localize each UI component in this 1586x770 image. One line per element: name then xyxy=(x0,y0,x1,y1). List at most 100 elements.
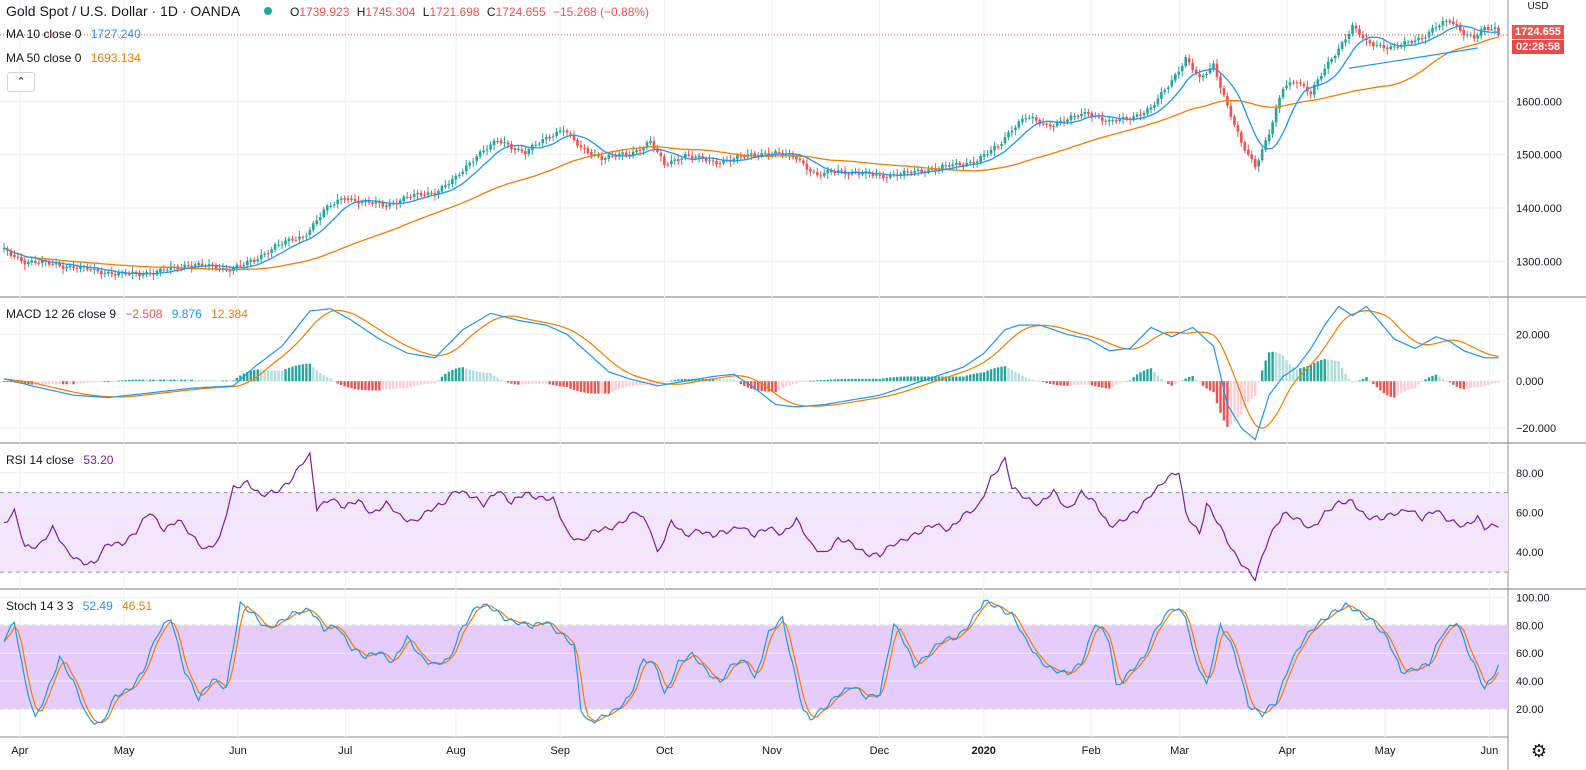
candle-body xyxy=(767,152,770,155)
candle-body xyxy=(517,148,520,150)
candle-body xyxy=(475,156,478,161)
macd-histogram-bar xyxy=(1087,381,1090,385)
candle-body xyxy=(409,196,412,198)
stoch-tick-label: 80.00 xyxy=(1516,620,1544,632)
macd-histogram-bar xyxy=(37,381,40,385)
candle-body xyxy=(68,265,72,268)
macd-histogram-bar xyxy=(180,379,183,382)
macd-histogram-bar xyxy=(1278,353,1281,382)
rsi-legend[interactable]: RSI 14 close 53.20 xyxy=(6,453,119,467)
macd-histogram-bar xyxy=(1163,381,1167,382)
macd-histogram-bar xyxy=(767,381,770,392)
candle-body xyxy=(1007,132,1010,138)
macd-histogram-bar xyxy=(444,373,447,382)
macd-histogram-bar xyxy=(336,381,339,384)
macd-histogram-bar xyxy=(1007,368,1010,382)
macd-histogram-bar xyxy=(847,378,850,382)
candle-body xyxy=(1260,149,1264,160)
macd-histogram-bar xyxy=(326,376,329,382)
candle-body xyxy=(20,257,23,261)
candle-body xyxy=(482,150,485,153)
candle-body xyxy=(996,146,1000,148)
macd-histogram-bar xyxy=(1167,381,1170,385)
ohlc-values: O1739.923 H1745.304 L1721.698 C1724.655 … xyxy=(289,5,650,19)
macd-histogram-bar xyxy=(332,381,336,382)
macd-histogram-bar xyxy=(1229,381,1233,425)
macd-histogram-bar xyxy=(1090,381,1094,386)
macd-histogram-bar xyxy=(235,377,239,382)
candle-body xyxy=(405,197,409,199)
candle-body xyxy=(332,204,336,206)
candle-body xyxy=(989,149,993,154)
symbol-title[interactable]: Gold Spot / U.S. Dollar · 1D · OANDA xyxy=(6,3,241,19)
candle-body xyxy=(920,169,923,173)
macd-histogram-bar xyxy=(23,381,27,384)
candle-body xyxy=(614,155,618,157)
candle-body xyxy=(235,264,239,269)
macd-histogram-bar xyxy=(1469,381,1472,389)
candle-body xyxy=(1083,111,1087,115)
candle-body xyxy=(527,149,531,154)
macd-histogram-bar xyxy=(183,379,186,382)
candle-body xyxy=(353,199,357,201)
macd-histogram-bar xyxy=(1379,381,1382,391)
candle-body xyxy=(266,253,270,255)
candle-body xyxy=(673,159,677,161)
collapse-legend-button[interactable]: ⌃ xyxy=(7,72,35,92)
rsi-band xyxy=(0,492,1508,573)
candle-body xyxy=(1257,160,1261,167)
candle-body xyxy=(666,164,670,166)
macd-histogram-bar xyxy=(371,381,374,391)
macd-histogram-bar xyxy=(9,381,13,383)
candle-body xyxy=(1497,27,1500,35)
macd-histogram-bar xyxy=(593,381,597,394)
macd-histogram-bar xyxy=(600,381,604,394)
macd-histogram-bar xyxy=(1382,381,1386,394)
macd-histogram-bar xyxy=(65,381,68,385)
macd-histogram-bar xyxy=(1219,381,1222,413)
currency-label[interactable]: USD xyxy=(1512,0,1564,14)
candle-body xyxy=(1034,117,1038,121)
candle-body xyxy=(965,162,969,166)
macd-histogram-bar xyxy=(120,380,124,382)
macd-histogram-bar xyxy=(1201,381,1205,386)
macd-histogram-bar xyxy=(1028,378,1031,382)
macd-legend[interactable]: MACD 12 26 close 9 −2.508 9.876 12.384 xyxy=(6,307,254,321)
ma10-legend[interactable]: MA 10 close 0 1727.240 xyxy=(6,27,147,41)
candle-body xyxy=(385,205,388,207)
candle-body xyxy=(458,174,461,177)
macd-histogram-bar xyxy=(329,378,332,382)
macd-histogram-bar xyxy=(461,367,464,382)
macd-histogram-bar xyxy=(642,381,645,386)
macd-histogram-bar xyxy=(572,381,576,391)
macd-histogram-bar xyxy=(159,379,162,382)
macd-histogram-bar xyxy=(1042,381,1045,383)
candle-body xyxy=(1031,116,1035,119)
candle-body xyxy=(1427,31,1431,38)
stoch-legend[interactable]: Stoch 14 3 3 52.49 46.51 xyxy=(6,599,158,613)
macd-histogram-bar xyxy=(923,376,927,382)
macd-histogram-bar xyxy=(176,379,179,382)
candle-body xyxy=(753,153,757,157)
price-tick-label: 1300.000 xyxy=(1516,256,1562,268)
macd-histogram-bar xyxy=(1115,381,1118,386)
candle-body xyxy=(1403,41,1406,46)
candle-body xyxy=(322,209,326,217)
macd-histogram-bar xyxy=(249,370,252,382)
ma50-line xyxy=(3,36,1499,271)
candle-body xyxy=(805,163,809,170)
macd-histogram-bar xyxy=(1003,366,1007,382)
ma50-legend[interactable]: MA 50 close 0 1693.134 xyxy=(6,51,147,65)
candle-body xyxy=(993,145,996,151)
rsi-line xyxy=(3,451,1499,582)
candle-body xyxy=(777,152,781,154)
candle-body xyxy=(1142,113,1146,116)
macd-histogram-bar xyxy=(1194,379,1198,382)
candle-body xyxy=(1028,117,1031,119)
candle-body xyxy=(1358,29,1361,36)
gear-icon[interactable]: ⚙ xyxy=(1530,741,1548,761)
candle-body xyxy=(430,192,433,194)
macd-histogram-bar xyxy=(746,381,749,388)
candle-body xyxy=(124,272,127,275)
